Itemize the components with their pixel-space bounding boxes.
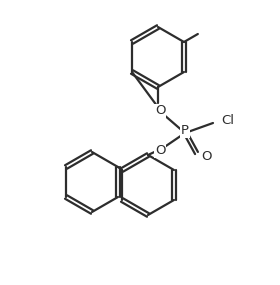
Text: O: O: [155, 144, 165, 158]
Text: P: P: [181, 125, 189, 137]
Text: O: O: [201, 150, 211, 164]
Text: O: O: [155, 105, 165, 117]
Text: Cl: Cl: [221, 113, 234, 127]
